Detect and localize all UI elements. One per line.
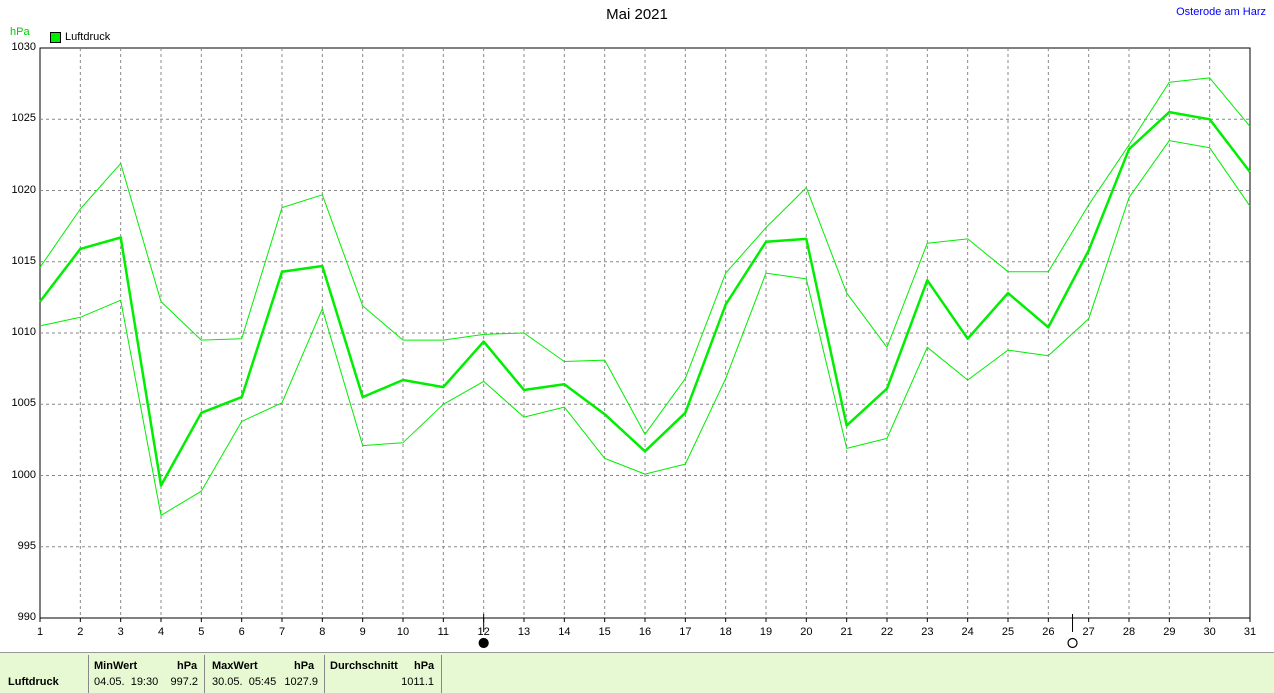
- x-tick-label: 27: [1082, 626, 1095, 638]
- y-tick-label: 1000: [11, 468, 36, 481]
- x-tick-label: 18: [719, 626, 732, 638]
- x-tick-label: 11: [437, 626, 450, 638]
- footer-divider: [441, 655, 442, 693]
- footer-min-datetime: 04.05. 19:30: [94, 676, 159, 688]
- series-line-mean: [39, 110, 1251, 487]
- x-tick-label: 9: [359, 626, 366, 638]
- y-tick-label: 990: [17, 611, 36, 623]
- pressure-chart: [39, 47, 1251, 649]
- x-tick-label: 24: [961, 626, 974, 638]
- footer-min-header: MinWert: [94, 660, 138, 672]
- x-tick-label: 13: [517, 626, 531, 638]
- x-tick-label: 4: [157, 626, 165, 638]
- x-tick-label: 5: [198, 626, 205, 638]
- location-label: Osterode am Harz: [1176, 6, 1266, 18]
- full-moon-icon: [1067, 637, 1078, 649]
- x-tick-label: 1: [36, 626, 44, 638]
- x-tick-label: 30: [1203, 626, 1216, 638]
- x-tick-label: 7: [278, 626, 286, 638]
- x-tick-label: 31: [1243, 626, 1257, 638]
- y-tick-label: 1025: [11, 112, 36, 125]
- y-tick-label: 1010: [11, 326, 36, 338]
- x-tick-label: 17: [679, 626, 692, 638]
- footer-min-unit: hPa: [177, 660, 198, 672]
- y-axis-unit: hPa: [10, 26, 30, 38]
- footer-max-unit: hPa: [294, 660, 315, 672]
- x-tick-label: 21: [840, 626, 853, 638]
- x-tick-label: 28: [1122, 626, 1136, 638]
- footer-avg-value: 1011.1: [401, 676, 434, 688]
- x-tick-label: 25: [1001, 626, 1015, 638]
- footer-divider: [204, 655, 205, 693]
- y-tick-label: 1020: [11, 183, 36, 196]
- footer-min-value: 997.2: [170, 676, 198, 688]
- x-tick-label: 3: [117, 626, 124, 638]
- footer-divider: [324, 655, 325, 693]
- footer-avg-header: Durchschnitt: [330, 660, 398, 672]
- x-tick-label: 23: [921, 626, 934, 638]
- x-tick-label: 8: [319, 626, 326, 638]
- footer-avg-unit: hPa: [414, 660, 435, 672]
- x-tick-label: 19: [759, 626, 773, 638]
- series-line-min: [39, 140, 1251, 516]
- x-tick-label: 2: [77, 626, 84, 638]
- series-line-max: [39, 77, 1251, 435]
- x-tick-label: 14: [558, 626, 571, 638]
- summary-footer: Luftdruck MinWert hPa 04.05. 19:30 997.2…: [0, 652, 1274, 693]
- new-moon-icon: [478, 637, 489, 649]
- legend: Luftdruck: [50, 31, 110, 43]
- x-tick-label: 22: [880, 626, 894, 638]
- x-tick-label: 10: [396, 626, 410, 638]
- footer-max-header: MaxWert: [212, 660, 258, 672]
- y-tick-label: 1030: [11, 41, 36, 53]
- x-tick-label: 29: [1163, 626, 1176, 638]
- x-tick-label: 20: [800, 626, 813, 638]
- footer-divider: [88, 655, 89, 693]
- legend-swatch: [50, 31, 61, 43]
- footer-max-value: 1027.9: [284, 676, 318, 688]
- y-tick-label: 1015: [11, 254, 36, 267]
- x-tick-label: 6: [238, 626, 245, 638]
- x-tick-label: 12: [477, 626, 490, 638]
- x-tick-label: 26: [1042, 626, 1055, 638]
- footer-row-label: Luftdruck: [8, 676, 59, 688]
- y-tick-label: 995: [17, 539, 36, 552]
- footer-max-datetime: 30.05. 05:45: [212, 676, 277, 688]
- x-tick-label: 15: [598, 626, 611, 638]
- chart-title: Mai 2021: [606, 6, 668, 23]
- x-tick-label: 16: [638, 626, 652, 638]
- y-tick-label: 1005: [11, 397, 36, 410]
- legend-label: Luftdruck: [65, 31, 111, 43]
